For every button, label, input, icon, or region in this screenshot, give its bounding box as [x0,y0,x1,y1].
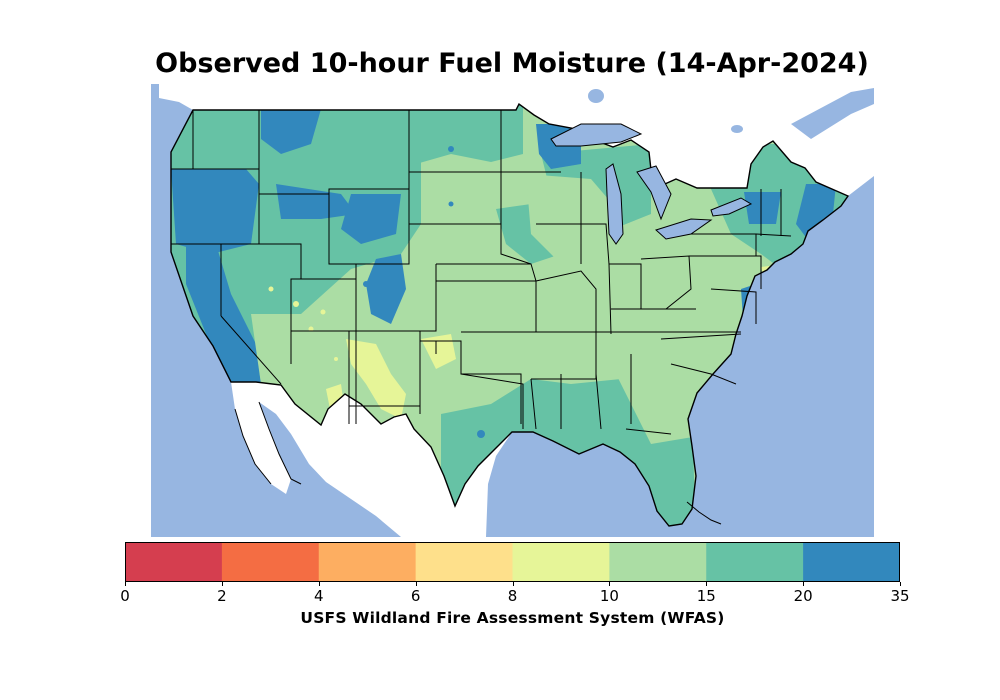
coastline-details [234,401,722,525]
colorbar-segment [125,542,223,582]
colorbar-tick-mark [318,582,320,586]
colorbar-tick-mark [803,582,805,586]
colorbar-segment [318,542,417,582]
colorbar-tick-mark [512,582,514,586]
colorbar-segment [609,542,707,582]
colorbar-segment [706,542,804,582]
colorbar-tick-mark [900,582,901,586]
colorbar-label: USFS Wildland Fire Assessment System (WF… [300,609,725,627]
great-lakes [550,123,753,245]
mexico-land [231,382,512,537]
map-panel [151,84,874,537]
st-lawrence-water [791,88,874,139]
colorbar-tick-mark [125,582,126,586]
lake-nipigon-water [588,89,604,103]
colorbar-tick-label: 4 [313,587,324,605]
colorbar-tick-mark [415,582,417,586]
colorbar-tick-label: 6 [410,587,421,605]
colorbar-segment [512,542,610,582]
colorbar-tick-label: 8 [507,587,518,605]
colorbar [125,542,900,582]
colorbar-tick-label: 20 [793,587,813,605]
colorbar-tick-mark [706,582,708,586]
colorbar-tick-mark [609,582,611,586]
colorbar-ticks: 0 2 4 6 8 10 15 20 35 [120,582,910,605]
colorbar-segment [415,542,513,582]
colorbar-tick-label: 35 [890,587,910,605]
colorbar-tick-label: 0 [120,587,130,605]
colorbar-segment [803,542,900,582]
state-boundaries [171,110,792,435]
colorbar-tick-label: 2 [217,587,227,605]
canada-land [159,84,874,196]
colorbar-tick-label: 10 [599,587,619,605]
map-title: Observed 10-hour Fuel Moisture (14-Apr-2… [155,48,869,79]
colorbar-tick-mark [221,582,223,586]
colorbar-frame [125,542,900,582]
inland-lake-water [731,125,743,133]
colorbar-tick-label: 15 [696,587,716,605]
colorbar-segment [221,542,320,582]
